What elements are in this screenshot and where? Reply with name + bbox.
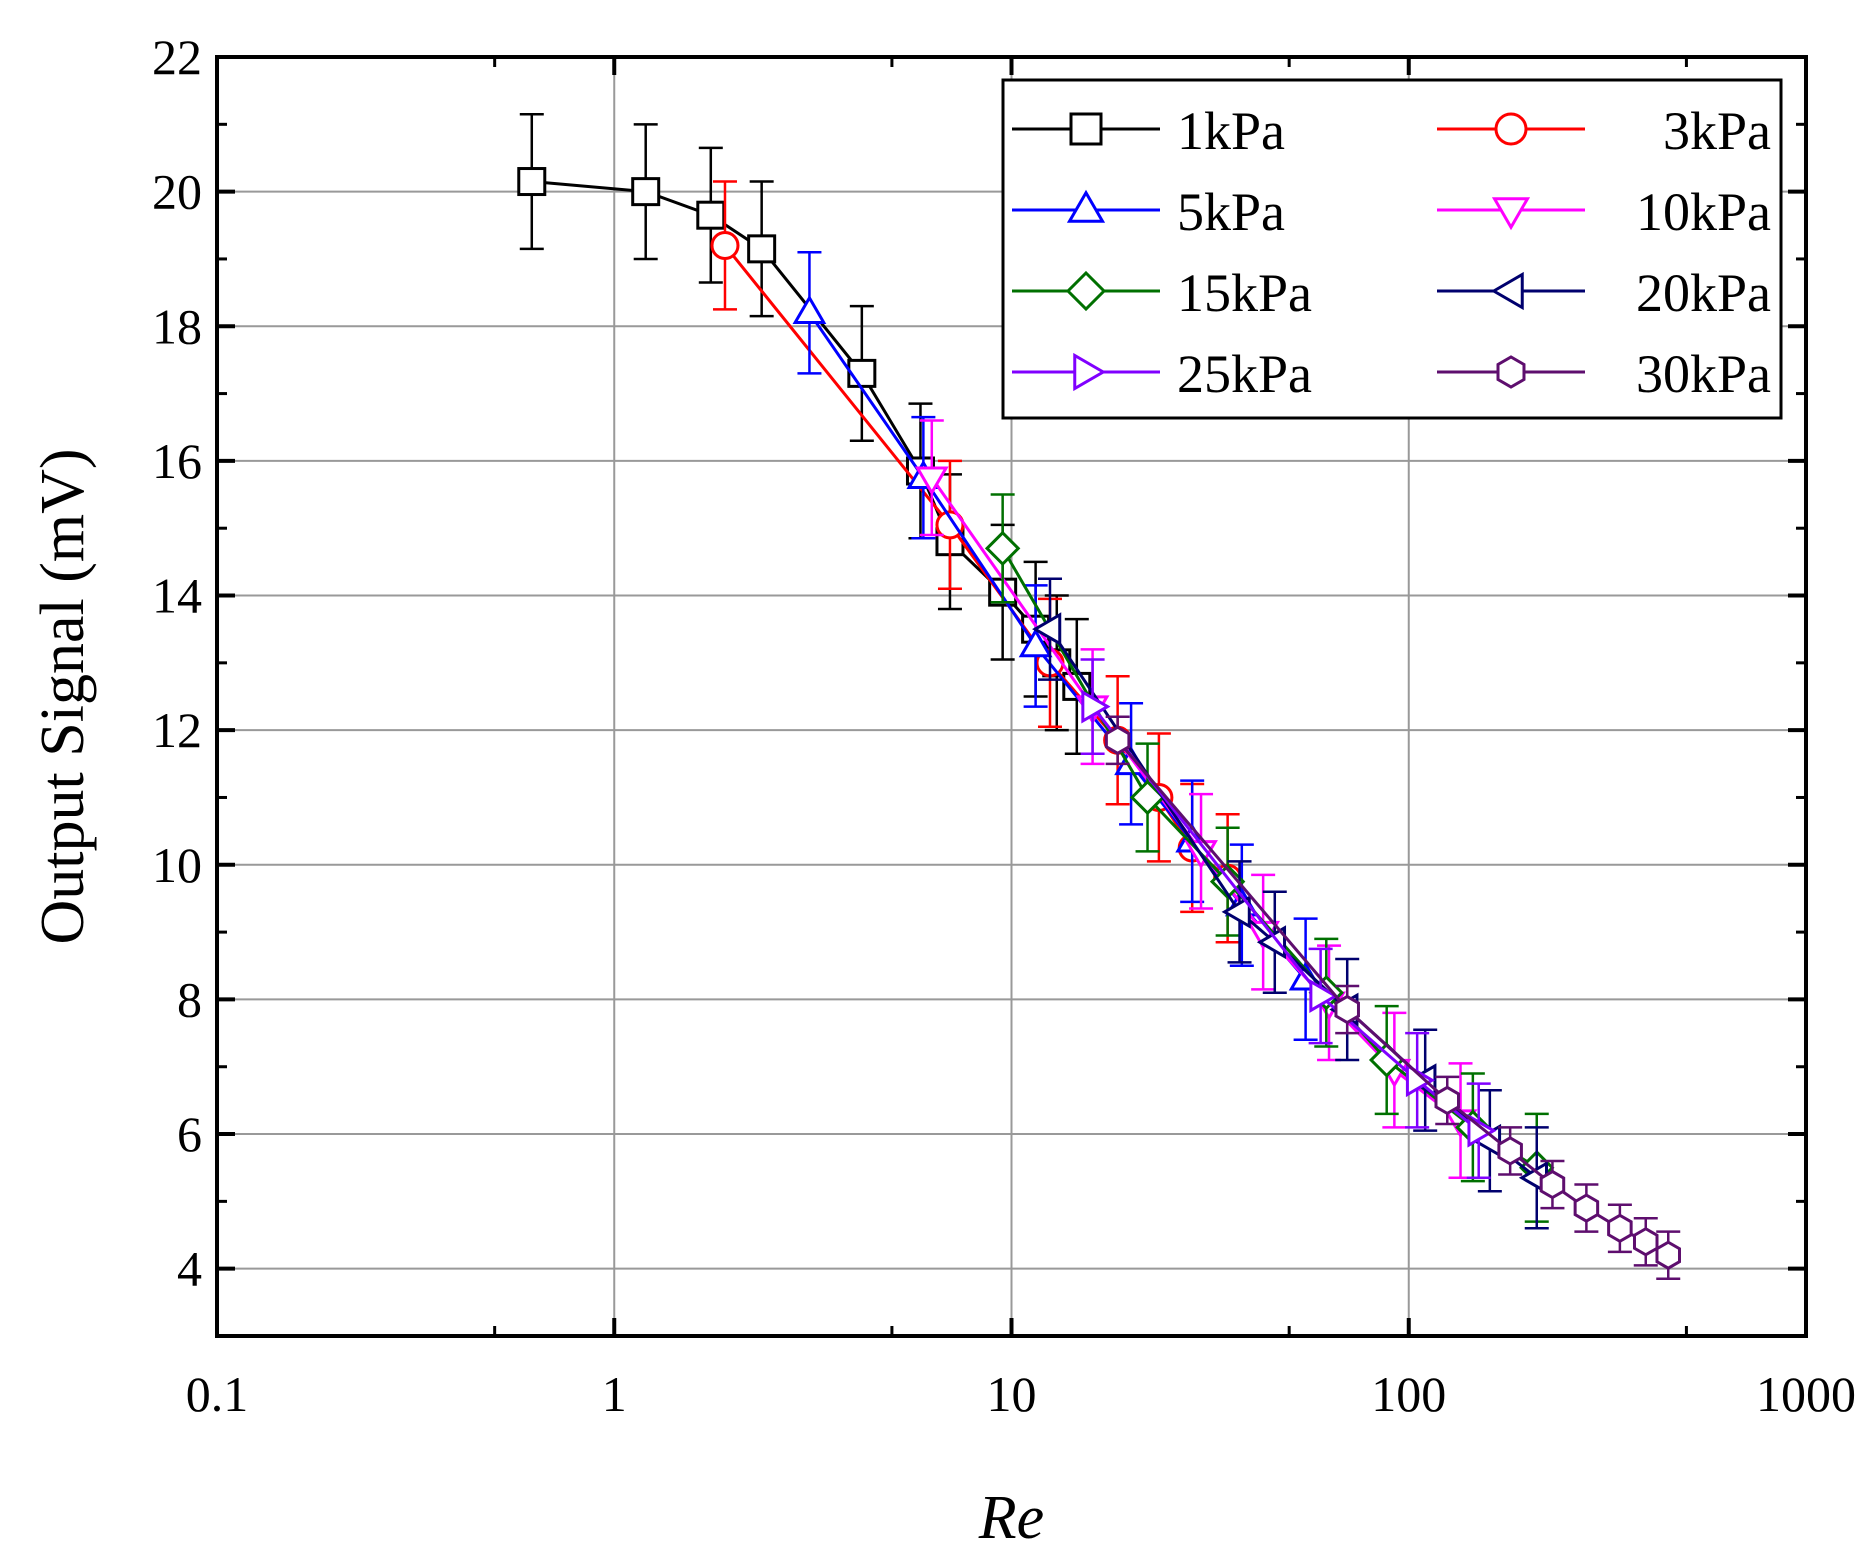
data-point <box>517 167 547 197</box>
legend-item-1kPa: 1kPa <box>1012 101 1285 161</box>
data-point <box>1405 1063 1436 1098</box>
legend-label: 5kPa <box>1177 182 1285 242</box>
legend-marker <box>1073 352 1107 392</box>
data-point <box>1221 895 1251 929</box>
legend-label: 3kPa <box>1663 101 1771 161</box>
legend-item-15kPa: 15kPa <box>1012 263 1312 323</box>
data-point <box>935 510 965 540</box>
data-point <box>1434 1085 1461 1116</box>
y-tick-label: 20 <box>152 164 202 220</box>
legend-marker <box>1496 355 1526 389</box>
y-tick-label: 10 <box>152 837 202 893</box>
y-tick-label: 18 <box>152 298 202 354</box>
data-point <box>1497 1136 1523 1166</box>
series-line <box>1091 705 1480 1132</box>
x-tick-label: 1 <box>602 1366 627 1422</box>
data-point <box>1632 1227 1659 1257</box>
data-point <box>984 530 1021 567</box>
data-point <box>914 466 949 496</box>
data-point <box>792 294 827 325</box>
legend-label: 30kPa <box>1636 344 1771 404</box>
legend-label: 20kPa <box>1636 263 1771 323</box>
legend-marker <box>1065 270 1107 312</box>
axes: 0.1 1 10 100 1000 4 6 8 10 12 14 16 18 20 22 <box>152 29 1856 1422</box>
legend-item-10kPa: 10kPa <box>1437 182 1771 242</box>
data-point <box>631 177 661 207</box>
legend-marker <box>1494 112 1528 146</box>
data-point <box>1607 1213 1633 1244</box>
data-point <box>1032 612 1062 647</box>
data-point <box>847 358 877 388</box>
data-point <box>747 234 777 264</box>
data-point <box>1104 725 1131 755</box>
y-tick-label: 8 <box>177 971 202 1027</box>
legend-label: 25kPa <box>1177 344 1312 404</box>
data-point <box>1309 979 1339 1013</box>
legend-item-25kPa: 25kPa <box>1012 344 1312 404</box>
data-point <box>1655 1240 1681 1270</box>
series-line <box>1001 547 1538 1169</box>
legend-item-3kPa: 3kPa <box>1437 101 1771 161</box>
data-point <box>710 230 740 260</box>
data-point <box>1539 1169 1566 1200</box>
legend-marker <box>1491 197 1531 231</box>
data-point <box>1573 1193 1600 1223</box>
legend-label: 15kPa <box>1177 263 1312 323</box>
legend-marker <box>1066 189 1106 223</box>
x-tick-label: 10 <box>987 1366 1037 1422</box>
series-line <box>1048 628 1538 1179</box>
data-layer <box>517 112 1681 1281</box>
x-axis-title: Re <box>978 1484 1044 1552</box>
y-tick-label: 14 <box>152 568 202 624</box>
y-tick-label: 4 <box>177 1241 202 1297</box>
y-tick-label: 12 <box>152 702 202 758</box>
legend: 1kPa 3kPa 5kPa 10kPa 15kPa 20kPa 25kPa 30kPa <box>1001 78 1783 420</box>
x-tick-label: 0.1 <box>186 1366 249 1422</box>
legend-marker <box>1490 271 1524 311</box>
data-point <box>1334 994 1360 1025</box>
x-tick-label: 1000 <box>1756 1366 1856 1422</box>
legend-label: 10kPa <box>1636 182 1771 242</box>
legend-marker <box>1069 112 1103 146</box>
legend-item-5kPa: 5kPa <box>1012 182 1285 242</box>
legend-item-20kPa: 20kPa <box>1437 263 1771 323</box>
series-30kPa <box>1104 715 1681 1281</box>
legend-box <box>1001 78 1783 420</box>
y-tick-label: 22 <box>152 29 202 85</box>
legend-label: 1kPa <box>1177 101 1285 161</box>
y-axis-title: Output Signal (mV) <box>29 449 97 945</box>
y-tick-label: 16 <box>152 433 202 489</box>
y-tick-label: 6 <box>177 1106 202 1162</box>
data-point <box>1018 628 1053 658</box>
x-tick-label: 100 <box>1371 1366 1446 1422</box>
data-point <box>696 200 726 230</box>
data-point <box>1081 689 1111 724</box>
legend-item-30kPa: 30kPa <box>1437 344 1771 404</box>
